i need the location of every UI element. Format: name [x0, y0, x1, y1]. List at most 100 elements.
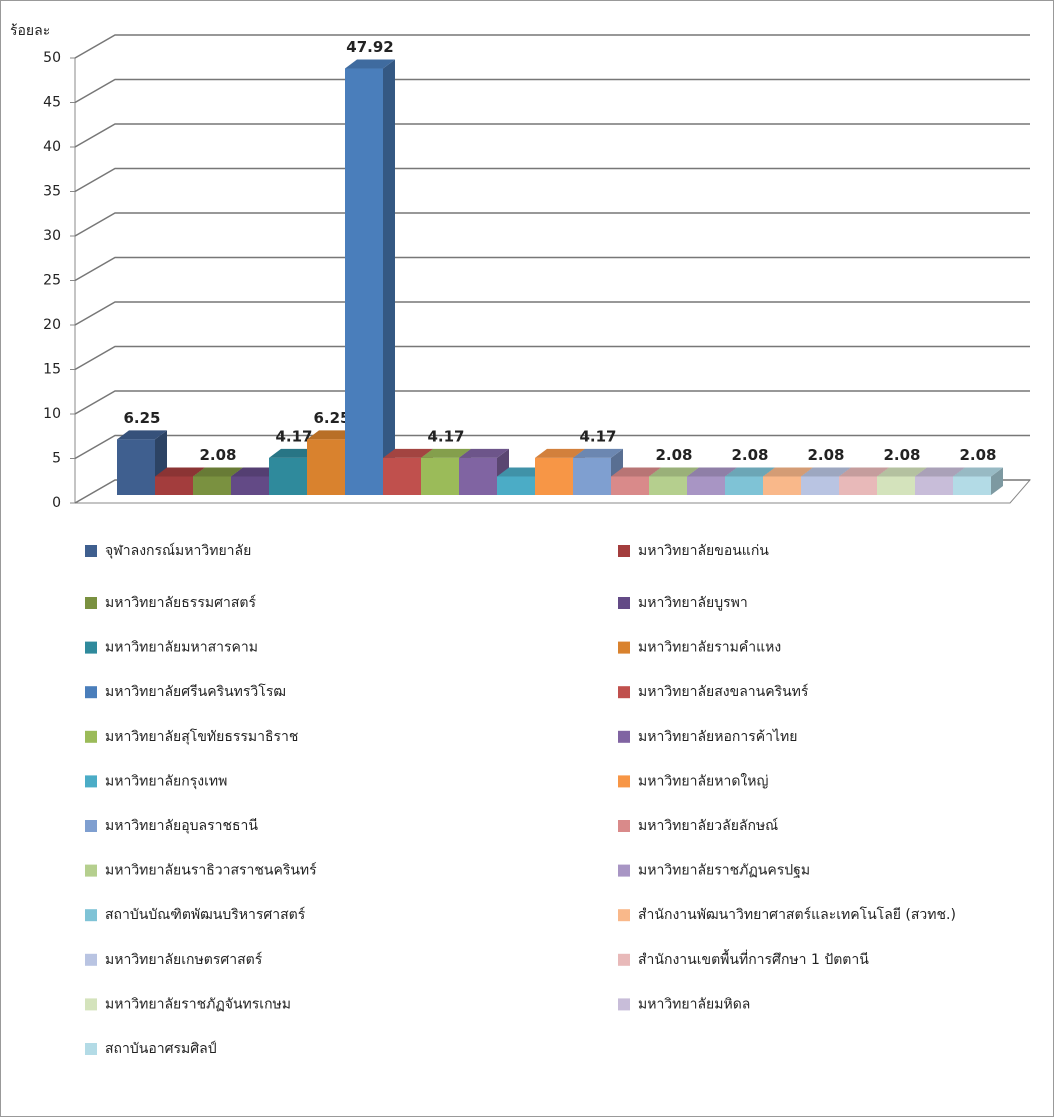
legend-swatch	[85, 953, 97, 966]
y-tick-label: 45	[43, 95, 61, 111]
y-axis-label: ร้อยละ	[10, 23, 50, 39]
bar-top	[877, 467, 927, 477]
bar	[573, 457, 611, 495]
data-label: 4.17	[275, 427, 312, 445]
grid-line	[74, 123, 1030, 148]
grid-line	[74, 167, 1030, 193]
bar-top	[459, 448, 509, 458]
y-tick-label: 5	[52, 451, 61, 467]
legend-label: มหาวิทยาลัยมหิดล	[638, 996, 750, 1012]
bar-top	[611, 467, 661, 477]
bar	[155, 476, 193, 495]
legend-label: สำนักงานเขตพื้นที่การศึกษา 1 ปัตตานี	[638, 949, 869, 968]
legend-swatch	[618, 953, 630, 966]
legend-swatch	[85, 864, 97, 877]
bar-top	[497, 467, 547, 477]
legend-label: สำนักงานพัฒนาวิทยาศาสตร์และเทคโนโลยี (สว…	[638, 906, 956, 923]
legend-swatch	[618, 597, 630, 609]
legend-swatch	[618, 686, 630, 699]
bar	[801, 476, 839, 495]
y-tick-label: 20	[43, 317, 61, 333]
bar	[231, 476, 269, 495]
legend-swatch	[85, 909, 97, 922]
bar-top	[535, 448, 585, 458]
data-label: 2.08	[807, 446, 844, 464]
legend-label: มหาวิทยาลัยกรุงเทพ	[105, 773, 227, 789]
legend-label: มหาวิทยาลัยราชภัฏนครปฐม	[638, 863, 810, 879]
legend-label: มหาวิทยาลัยราชภัฏจันทรเกษม	[105, 996, 291, 1012]
bar	[725, 476, 763, 495]
legend-swatch	[85, 545, 97, 557]
bar	[915, 476, 953, 495]
legend-label: มหาวิทยาลัยมหาสารคาม	[105, 640, 258, 656]
legend-label: มหาวิทยาลัยอุบลราชธานี	[105, 818, 258, 834]
legend-swatch	[85, 775, 97, 788]
legend-label: มหาวิทยาลัยรามคำแหง	[638, 640, 781, 656]
bar-side	[991, 467, 1003, 495]
data-label: 2.08	[655, 446, 692, 464]
y-tick-label: 25	[43, 273, 61, 289]
bar	[611, 476, 649, 495]
legend-label: มหาวิทยาลัยเกษตรศาสตร์	[105, 951, 263, 968]
bar-top	[649, 467, 699, 477]
bar	[535, 457, 573, 495]
bar	[269, 457, 307, 495]
bar-top	[839, 467, 889, 477]
bar-top	[725, 467, 775, 477]
y-tick-label: 40	[43, 139, 61, 155]
bar	[459, 457, 497, 495]
legend-label: มหาวิทยาลัยศรีนครินทรวิโรฒ	[105, 683, 286, 700]
legend-label: สถาบันบัณฑิตพัฒนบริหารศาสตร์	[105, 906, 306, 923]
data-label: 6.25	[123, 409, 160, 427]
bar	[383, 457, 421, 495]
legend-swatch	[618, 641, 630, 654]
bar-top	[117, 430, 167, 440]
bar-top	[383, 448, 433, 458]
bar-top	[915, 467, 965, 477]
grid-line	[74, 34, 1030, 59]
legend-swatch	[618, 545, 630, 557]
bar	[421, 457, 459, 495]
legend-swatch	[618, 864, 630, 877]
bar-top	[269, 448, 319, 458]
legend-swatch	[85, 597, 97, 609]
data-label: 4.17	[427, 427, 464, 445]
data-label: 6.25	[313, 409, 350, 427]
legend-label: มหาวิทยาลัยวลัยลักษณ์	[638, 817, 778, 834]
legend-swatch	[85, 998, 97, 1011]
grid-line	[74, 212, 1030, 237]
bar	[953, 476, 991, 495]
bar-top	[573, 448, 623, 458]
bar	[117, 439, 155, 495]
bar-top	[687, 467, 737, 477]
bar-top	[155, 467, 205, 477]
bar	[497, 476, 535, 495]
legend-label: สถาบันอาศรมศิลป์	[105, 1040, 217, 1057]
bar	[877, 476, 915, 495]
bar	[193, 476, 231, 495]
bar-top	[231, 467, 281, 477]
bar-top	[345, 59, 395, 69]
bar	[307, 439, 345, 495]
legend-label: มหาวิทยาลัยธรรมศาสตร์	[105, 594, 256, 611]
legend-label: มหาวิทยาลัยหอการค้าไทย	[638, 728, 797, 745]
bar-top	[307, 430, 357, 440]
legend-label: มหาวิทยาลัยสงขลานครินทร์	[638, 683, 809, 700]
legend-label: มหาวิทยาลัยขอนแก่น	[638, 543, 769, 559]
bar-top	[193, 467, 243, 477]
bar-top	[763, 467, 813, 477]
grid-line	[74, 390, 1030, 415]
bar-top	[953, 467, 1003, 477]
legend-label: มหาวิทยาลัยหาดใหญ่	[638, 772, 769, 789]
grid-line	[74, 256, 1030, 282]
legend-swatch	[618, 775, 630, 788]
legend-swatch	[618, 820, 630, 832]
legend-swatch	[85, 686, 97, 699]
grid-line	[74, 434, 1030, 460]
grid-line	[74, 301, 1030, 326]
data-label: 2.08	[883, 446, 920, 464]
y-tick-label: 15	[43, 362, 61, 378]
bar	[839, 476, 877, 495]
